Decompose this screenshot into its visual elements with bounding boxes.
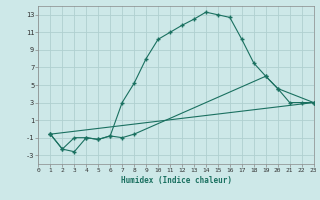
X-axis label: Humidex (Indice chaleur): Humidex (Indice chaleur)	[121, 176, 231, 185]
